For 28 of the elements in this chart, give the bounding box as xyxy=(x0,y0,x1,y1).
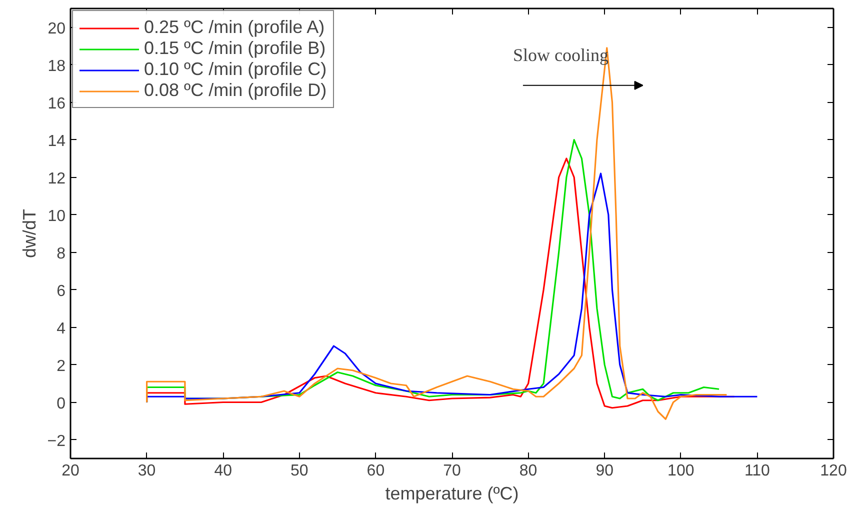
x-tick-label: 60 xyxy=(366,462,385,480)
x-tick-label: 120 xyxy=(820,462,847,480)
legend-label: 0.25 ºC /min (profile A) xyxy=(144,17,325,38)
y-tick-label: 18 xyxy=(48,58,66,75)
y-tick-label: 8 xyxy=(56,245,66,262)
y-tick-label: 4 xyxy=(56,320,66,338)
y-tick-label: −2 xyxy=(47,432,66,450)
x-axis-title: temperature (ºC) xyxy=(385,484,519,504)
y-tick-label: 20 xyxy=(48,20,66,38)
x-tick-label: 50 xyxy=(290,462,308,480)
x-tick-label: 30 xyxy=(138,462,156,480)
y-tick-label: 2 xyxy=(56,358,66,375)
x-tick-label: 110 xyxy=(744,462,770,480)
y-axis-title: dw/dT xyxy=(19,208,40,258)
x-tick-label: 70 xyxy=(443,462,461,480)
y-tick-label: 12 xyxy=(48,170,66,188)
y-tick-label: 14 xyxy=(48,132,66,150)
legend-label: 0.15 ºC /min (profile B) xyxy=(144,38,326,59)
legend-label: 0.10 ºC /min (profile C) xyxy=(144,59,327,80)
x-tick-label: 80 xyxy=(519,462,538,480)
y-tick-label: 10 xyxy=(48,208,66,225)
x-tick-label: 40 xyxy=(214,462,232,480)
y-tick-label: 0 xyxy=(56,395,66,412)
y-tick-label: 16 xyxy=(48,95,66,112)
legend-label: 0.08 ºC /min (profile D) xyxy=(144,80,327,101)
x-tick-label: 90 xyxy=(596,462,614,480)
y-tick-label: 6 xyxy=(56,282,66,300)
x-tick-label: 100 xyxy=(668,462,694,480)
